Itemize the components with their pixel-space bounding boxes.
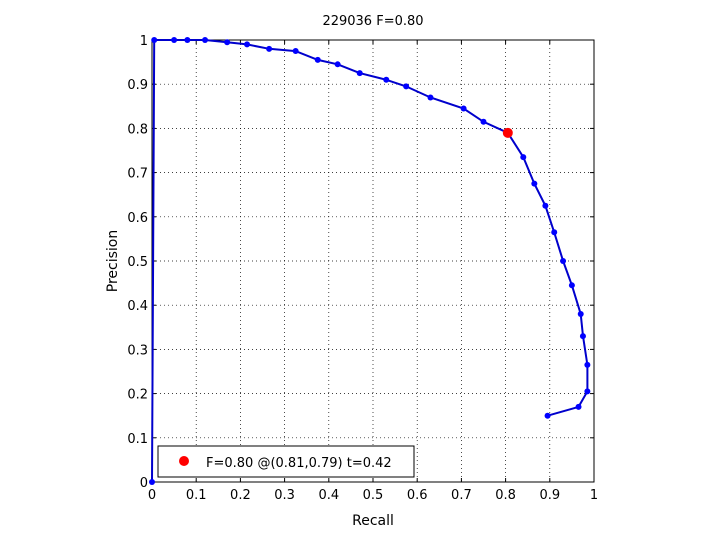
- data-point: [520, 154, 527, 161]
- data-point: [314, 56, 321, 63]
- y-tick-label: 1: [140, 34, 148, 49]
- data-point: [577, 311, 584, 318]
- y-tick-label: 0.5: [127, 255, 148, 270]
- y-tick-label: 0.1: [127, 432, 148, 447]
- x-tick-label: 0.9: [539, 488, 560, 503]
- x-tick-label: 1: [590, 488, 598, 503]
- data-point: [531, 180, 538, 187]
- x-tick-label: 0.4: [318, 488, 339, 503]
- y-tick-label: 0.8: [127, 122, 148, 137]
- legend: F=0.80 @(0.81,0.79) t=0.42: [157, 445, 415, 478]
- y-tick-label: 0.2: [127, 388, 148, 403]
- x-tick-label: 0.5: [363, 488, 384, 503]
- x-tick-label: 0.3: [274, 488, 295, 503]
- y-tick-label: 0.3: [127, 343, 148, 358]
- data-point: [542, 202, 549, 209]
- y-tick-label: 0: [140, 476, 148, 491]
- data-point: [403, 83, 410, 90]
- data-point: [427, 94, 434, 101]
- data-point: [480, 118, 487, 125]
- data-point: [584, 361, 591, 368]
- data-point: [356, 70, 363, 77]
- data-point: [266, 45, 273, 52]
- data-point: [292, 48, 299, 55]
- data-point: [560, 258, 567, 264]
- x-tick-label: 0.1: [186, 488, 207, 503]
- series-layer: [149, 37, 591, 485]
- data-point: [575, 403, 582, 410]
- x-tick-label: 0.2: [230, 488, 251, 503]
- x-tick-label: 0: [148, 488, 156, 503]
- x-tick-label: 0.6: [407, 488, 428, 503]
- legend-marker: [179, 456, 189, 466]
- data-point: [568, 282, 575, 289]
- data-point: [551, 229, 558, 236]
- chart-title: 229036 F=0.80: [322, 14, 423, 29]
- data-point: [460, 105, 467, 112]
- data-point: [202, 37, 209, 43]
- data-point: [151, 37, 158, 43]
- x-axis-label: Recall: [352, 513, 394, 529]
- data-point: [579, 333, 586, 340]
- data-point: [244, 41, 251, 48]
- x-tick-label: 0.8: [495, 488, 516, 503]
- best-f-point: [502, 127, 513, 138]
- y-tick-label: 0.4: [127, 299, 148, 314]
- data-point: [149, 479, 155, 485]
- data-point: [171, 37, 178, 43]
- y-tick-label: 0.9: [127, 78, 148, 93]
- y-tick-label: 0.6: [127, 211, 148, 226]
- data-point: [334, 61, 341, 68]
- data-point: [224, 39, 231, 46]
- data-point: [584, 388, 591, 395]
- axis-ticks: 0 0.1 0.2 0.3 0.4 0.5 0.6 0.7 0.8 0.9 1 0 0.1 0.2 0.3 0…: [127, 34, 598, 503]
- data-point: [383, 76, 390, 83]
- y-axis-label: Precision: [105, 230, 121, 292]
- data-point: [184, 37, 191, 43]
- legend-label: F=0.80 @(0.81,0.79) t=0.42: [206, 456, 392, 471]
- grid-lines: [152, 40, 594, 482]
- series-line: [151, 39, 589, 483]
- data-point: [544, 412, 551, 419]
- legend-box: [157, 445, 415, 478]
- x-tick-label: 0.7: [451, 488, 472, 503]
- y-tick-label: 0.7: [127, 167, 148, 182]
